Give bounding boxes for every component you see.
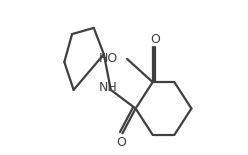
Text: O: O: [150, 33, 160, 46]
Text: NH: NH: [98, 81, 117, 94]
Text: O: O: [116, 136, 126, 149]
Text: HO: HO: [99, 52, 118, 65]
